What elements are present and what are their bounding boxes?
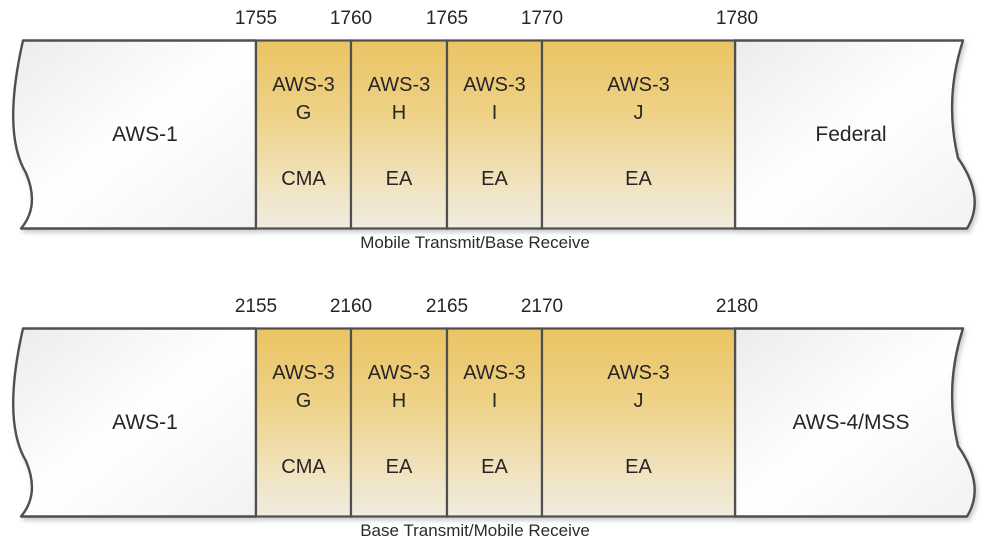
block-area-label: EA	[625, 168, 652, 190]
left-torn-edge-segment	[12, 39, 258, 230]
right-torn-edge-segment	[733, 327, 976, 518]
block-band-label: AWS-3	[367, 74, 431, 96]
block-g-rect	[254, 39, 353, 230]
block-letter-label: I	[491, 390, 498, 412]
block-area-label: CMA	[281, 168, 326, 190]
block-letter-label: H	[391, 102, 407, 124]
freq-tick-label: 2170	[520, 296, 564, 317]
segment-label-aws4-mss: AWS-4/MSS	[792, 410, 910, 434]
block-letter-label: J	[633, 390, 644, 412]
freq-tick-label: 1770	[520, 8, 564, 29]
spectrum-bar: AWS-1 AWS-4/MSS AWS-3 G CMA AWS-3 H EA A…	[0, 327, 994, 518]
segment-block-g: AWS-3 G CMA	[256, 39, 351, 230]
freq-tick-label: 2165	[425, 296, 469, 317]
block-h-rect	[349, 39, 449, 230]
block-area-label: EA	[481, 456, 508, 478]
block-g-rect	[254, 327, 353, 518]
segment-block-j: AWS-3 J EA	[542, 327, 735, 518]
segment-block-j: AWS-3 J EA	[542, 39, 735, 230]
band-caption: Mobile Transmit/Base Receive	[360, 233, 590, 252]
band-base-transmit: 2155 2160 2165 2170 2180 AWS-1 AWS-4/MSS…	[0, 288, 994, 550]
spectrum-bar: AWS-1 Federal AWS-3 G CMA AWS-3 H EA AWS…	[0, 39, 994, 230]
block-letter-label: G	[295, 390, 312, 412]
segment-label-federal: Federal	[815, 122, 887, 146]
segment-block-i: AWS-3 I EA	[447, 39, 542, 230]
block-band-label: AWS-3	[367, 362, 431, 384]
block-h-rect	[349, 327, 449, 518]
segment-block-g: AWS-3 G CMA	[256, 327, 351, 518]
freq-tick-label: 1755	[234, 8, 278, 29]
block-area-label: EA	[481, 168, 508, 190]
block-band-label: AWS-3	[607, 362, 670, 384]
freq-tick-label: 1760	[329, 8, 373, 29]
spectrum-bar-shapes	[12, 39, 976, 230]
freq-tick-label: 1765	[425, 8, 469, 29]
band-mobile-transmit: 1755 1760 1765 1770 1780	[0, 0, 994, 262]
right-torn-edge-segment	[733, 39, 976, 230]
block-letter-label: J	[633, 102, 644, 124]
freq-tick-label: 2160	[329, 296, 373, 317]
block-letter-label: G	[295, 102, 312, 124]
block-band-label: AWS-3	[607, 74, 670, 96]
block-area-label: CMA	[281, 456, 326, 478]
freq-tick-label: 2155	[234, 296, 278, 317]
block-letter-label: I	[491, 102, 498, 124]
segment-block-h: AWS-3 H EA	[351, 39, 447, 230]
block-area-label: EA	[385, 456, 413, 478]
block-band-label: AWS-3	[463, 74, 526, 96]
band-caption: Base Transmit/Mobile Receive	[360, 521, 590, 540]
block-band-label: AWS-3	[463, 362, 526, 384]
segment-block-i: AWS-3 I EA	[447, 327, 542, 518]
freq-tick-label: 1780	[715, 8, 759, 29]
segment-label-aws1: AWS-1	[112, 410, 178, 434]
block-band-label: AWS-3	[272, 74, 335, 96]
block-band-label: AWS-3	[272, 362, 335, 384]
freq-tick-label: 2180	[715, 296, 759, 317]
block-j-rect	[540, 327, 737, 518]
block-j-rect	[540, 39, 737, 230]
left-torn-edge-segment	[12, 327, 258, 518]
block-area-label: EA	[625, 456, 652, 478]
block-i-rect	[445, 327, 544, 518]
segment-block-h: AWS-3 H EA	[351, 327, 447, 518]
block-area-label: EA	[385, 168, 413, 190]
spectrum-bar-shapes	[12, 327, 976, 518]
block-letter-label: H	[391, 390, 407, 412]
segment-label-aws1: AWS-1	[112, 122, 178, 146]
